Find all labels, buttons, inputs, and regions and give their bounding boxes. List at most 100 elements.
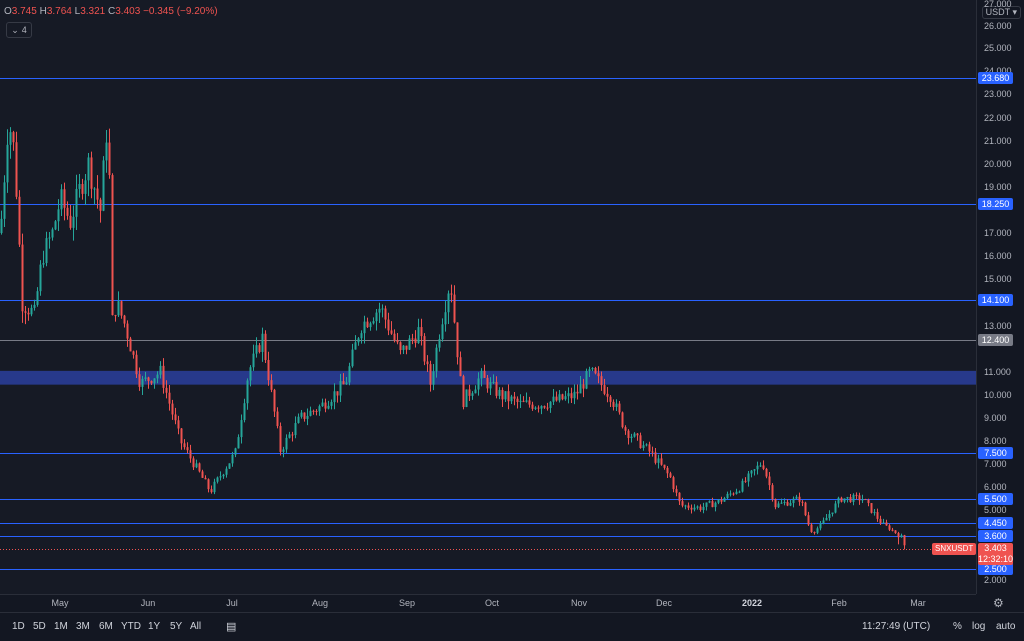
- timeframe-button[interactable]: 1D: [12, 621, 25, 632]
- timeframe-button[interactable]: 1M: [54, 621, 68, 632]
- candle-body: [183, 443, 186, 448]
- candlestick-chart[interactable]: [0, 0, 976, 594]
- candle-body: [258, 345, 261, 352]
- candle-body: [624, 427, 627, 431]
- candle-body: [33, 304, 36, 308]
- chart-area[interactable]: O3.745 H3.764 L3.321 C3.403 −0.345 (−9.2…: [0, 0, 976, 594]
- candle-body: [522, 400, 525, 402]
- price-tick-label: 19.000: [984, 182, 1012, 192]
- timeframe-button[interactable]: 6M: [99, 621, 113, 632]
- candle-body: [240, 420, 243, 438]
- candle-body: [618, 403, 621, 413]
- candle-body: [717, 499, 720, 503]
- candle-body: [468, 389, 471, 396]
- price-axis[interactable]: USDT ▾ 27.000 26.000 25.000 24.000 23.000 22.…: [976, 0, 1024, 594]
- indicators-toggle[interactable]: ⌄ 4: [6, 22, 32, 38]
- candle-body: [792, 498, 795, 504]
- candle-body: [174, 414, 177, 421]
- candle-body: [45, 238, 48, 264]
- candle-body: [84, 180, 87, 194]
- candle-body: [69, 215, 72, 228]
- timeframe-button[interactable]: 3M: [76, 621, 90, 632]
- timeframe-button[interactable]: 1Y: [148, 621, 161, 632]
- candle-body: [90, 157, 93, 189]
- candle-body: [333, 391, 336, 403]
- price-tick-label: 16.000: [984, 251, 1012, 261]
- candle-body: [732, 493, 735, 495]
- candle-body: [150, 380, 153, 384]
- candle-body: [423, 336, 426, 362]
- percent-toggle[interactable]: %: [953, 621, 962, 632]
- candle-body: [486, 377, 489, 389]
- candle-body: [267, 359, 270, 381]
- candle-body: [255, 345, 258, 354]
- candle-body: [87, 157, 90, 181]
- candle-body: [654, 452, 657, 463]
- candle-body: [681, 501, 684, 506]
- candle-body: [126, 323, 129, 339]
- candle-body: [570, 393, 573, 399]
- candle-body: [378, 308, 381, 313]
- candle-body: [141, 378, 144, 387]
- currency-selector[interactable]: USDT ▾: [981, 6, 1021, 19]
- candle-body: [894, 530, 897, 534]
- candle-body: [66, 207, 69, 216]
- candle-body: [699, 506, 702, 511]
- candle-body: [708, 501, 711, 503]
- candle-body: [117, 301, 120, 316]
- candle-body: [342, 381, 345, 385]
- candle-body: [363, 321, 366, 334]
- time-axis-label: Sep: [398, 598, 416, 608]
- candle-body: [765, 468, 768, 477]
- candle-body: [744, 480, 747, 482]
- candle-body: [429, 364, 432, 385]
- timeframe-button[interactable]: All: [190, 621, 202, 632]
- candle-body: [873, 512, 876, 514]
- candle-body: [387, 319, 390, 331]
- candle-body: [819, 523, 822, 529]
- candle-body: [327, 405, 330, 409]
- candle-body: [831, 512, 834, 515]
- timeframe-button[interactable]: 5Y: [170, 621, 183, 632]
- candle-body: [780, 502, 783, 504]
- chevron-down-icon: ⌄: [11, 24, 19, 35]
- candle-body: [132, 351, 135, 355]
- candle-body: [861, 499, 864, 501]
- settings-gear-icon[interactable]: ⚙: [993, 596, 1004, 610]
- candle-body: [96, 188, 99, 200]
- candle-body: [579, 384, 582, 394]
- utc-clock[interactable]: 11:27:49 (UTC): [862, 621, 931, 632]
- candle-body: [54, 221, 57, 230]
- candle-body: [186, 447, 189, 451]
- candle-body: [438, 339, 441, 348]
- candle-body: [540, 406, 543, 409]
- candle-body: [561, 394, 564, 400]
- candle-body: [696, 506, 699, 508]
- candle-body: [465, 389, 468, 407]
- candle-body: [684, 505, 687, 507]
- candle-body: [621, 412, 624, 428]
- candle-body: [666, 467, 669, 474]
- candle-body: [57, 209, 60, 222]
- auto-toggle[interactable]: auto: [996, 621, 1016, 632]
- candle-body: [870, 503, 873, 513]
- timeframe-button[interactable]: 5D: [33, 621, 46, 632]
- candle-body: [606, 393, 609, 397]
- candle-body: [609, 396, 612, 402]
- time-axis[interactable]: May Jun Jul Aug Sep Oct Nov Dec 2022 Feb Mar ⚙: [0, 594, 1004, 613]
- candle-body: [615, 403, 618, 407]
- candle-body: [693, 507, 696, 510]
- candle-body: [882, 522, 885, 524]
- timeframe-button[interactable]: YTD: [121, 621, 141, 632]
- candle-body: [864, 499, 867, 501]
- candle-body: [726, 493, 729, 499]
- candle-body: [498, 389, 501, 396]
- time-axis-label: Nov: [570, 598, 588, 608]
- log-toggle[interactable]: log: [972, 621, 986, 632]
- candle-body: [249, 367, 252, 381]
- candle-body: [462, 376, 465, 407]
- level-badge: 12.400: [978, 334, 1013, 346]
- candle-body: [672, 477, 675, 490]
- date-range-icon[interactable]: ▤: [226, 621, 237, 633]
- candle-body: [891, 529, 894, 531]
